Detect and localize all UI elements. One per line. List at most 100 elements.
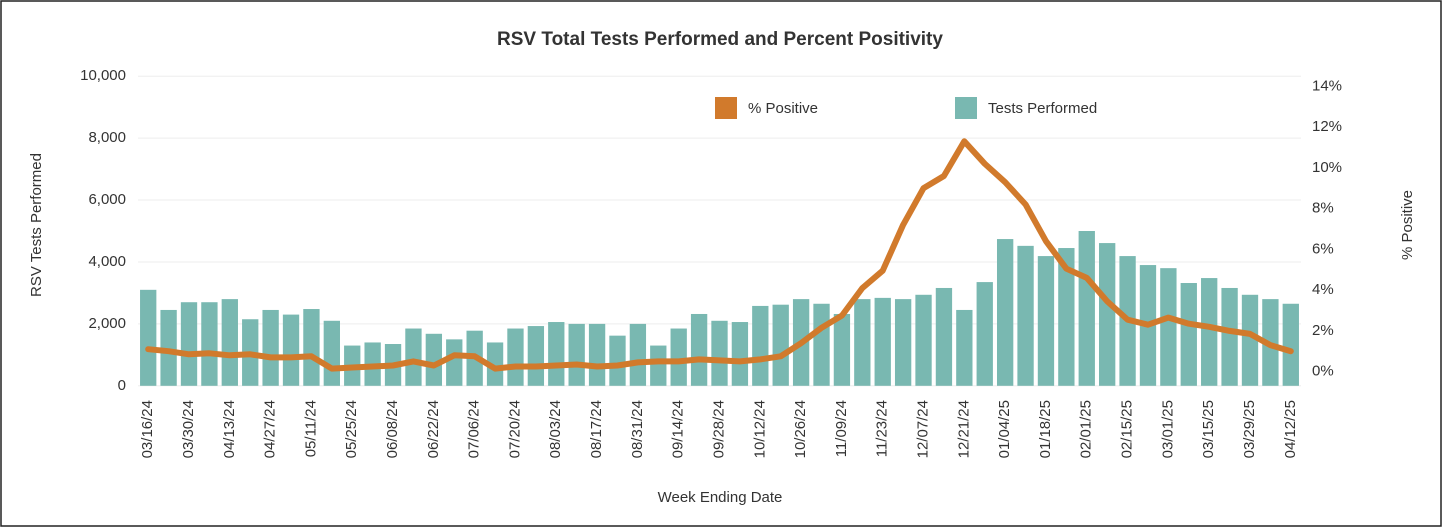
y2-tick-label: 6% [1312,240,1334,257]
legend-swatch [955,97,977,119]
bar [201,302,218,386]
bar [752,305,769,386]
bar [609,335,626,386]
bar [180,302,198,386]
bar [854,299,871,386]
x-tick-label: 07/06/24 [466,400,483,458]
bar [690,313,708,386]
x-tick-label: 10/26/24 [792,400,809,458]
x-tick-label: 09/14/24 [670,400,687,458]
x-tick-label: 12/07/24 [915,400,932,458]
bar [1221,287,1238,386]
x-tick-label: 05/11/24 [302,400,319,457]
x-tick-label: 10/12/24 [751,400,768,458]
bar [486,342,504,386]
bar [160,309,177,386]
bar [711,320,728,386]
bar [303,309,320,386]
bar [996,239,1014,386]
y-tick-label: 8,000 [88,129,126,146]
bar [894,299,912,386]
x-tick-label: 11/09/24 [833,400,850,457]
x-tick-label: 07/20/24 [506,400,523,458]
bar [772,304,789,386]
x-tick-label: 05/25/24 [343,400,360,458]
x-tick-label: 12/21/24 [955,400,972,458]
bar [915,294,932,386]
x-tick-label: 02/01/25 [1078,400,1095,458]
bar [405,328,422,386]
y-tick-label: 0 [118,377,126,394]
x-tick-label: 06/08/24 [384,400,401,458]
y2-tick-label: 12% [1312,118,1342,135]
legend-label: Tests Performed [988,100,1097,117]
bar [670,328,687,386]
x-tick-label: 02/15/25 [1119,400,1136,458]
chart-title: RSV Total Tests Performed and Percent Po… [497,29,943,50]
x-tick-label: 08/03/24 [547,400,564,458]
x-tick-label: 06/22/24 [425,400,442,458]
bar [548,322,565,386]
bar [956,309,973,386]
x-tick-label: 03/16/24 [139,400,156,458]
x-tick-label: 11/23/24 [874,400,891,457]
bar [1160,268,1177,386]
bar [262,309,279,386]
bar [527,326,545,386]
y2-tick-label: 10% [1312,159,1342,176]
bar [731,322,749,386]
bar [1099,243,1116,386]
x-tick-label: 08/17/24 [588,400,605,458]
bar [323,320,340,386]
bar [588,323,606,386]
bar [1017,245,1034,386]
bar [1058,248,1075,386]
bar [140,289,157,386]
bar [935,287,953,386]
bar [1201,278,1218,386]
x-tick-label: 03/01/25 [1159,400,1176,458]
x-tick-label: 09/28/24 [710,400,727,458]
x-axis-title: Week Ending Date [658,489,783,506]
y2-tick-label: 4% [1312,281,1334,298]
y2-tick-label: 8% [1312,200,1334,217]
bar [1282,303,1299,386]
x-tick-label: 04/12/25 [1282,400,1299,458]
bar [221,299,238,386]
legend-swatch [715,97,737,119]
bar [282,314,300,386]
x-tick-label: 01/18/25 [1037,400,1054,458]
x-tick-label: 03/30/24 [180,400,197,458]
x-tick-label: 04/13/24 [221,400,238,458]
y2-tick-label: 14% [1312,77,1342,94]
line [145,138,1294,372]
x-tick-label: 01/04/25 [996,400,1013,458]
bar [1078,231,1095,386]
bar [507,328,524,386]
x-tick-label: 03/15/25 [1200,400,1217,458]
y2-axis-title: % Positive [1399,190,1416,260]
bar [446,339,463,386]
x-tick-label: 08/31/24 [629,400,646,458]
bar [650,345,667,386]
y2-tick-label: 0% [1312,363,1334,380]
bar [425,333,443,386]
bar [874,297,891,386]
y-tick-label: 2,000 [88,315,126,332]
y-tick-label: 10,000 [80,67,126,84]
bar [833,313,851,386]
y2-tick-label: 2% [1312,322,1334,339]
bar [1241,294,1259,386]
bar [1037,256,1055,386]
bar [629,323,647,386]
y-tick-label: 6,000 [88,191,126,208]
y-axis-title: RSV Tests Performed [28,153,45,297]
bar [813,303,830,386]
x-tick-label: 04/27/24 [262,400,279,458]
bar [568,323,585,386]
y-tick-label: 4,000 [88,253,126,270]
legend-label: % Positive [748,100,818,117]
bar [1180,283,1197,386]
